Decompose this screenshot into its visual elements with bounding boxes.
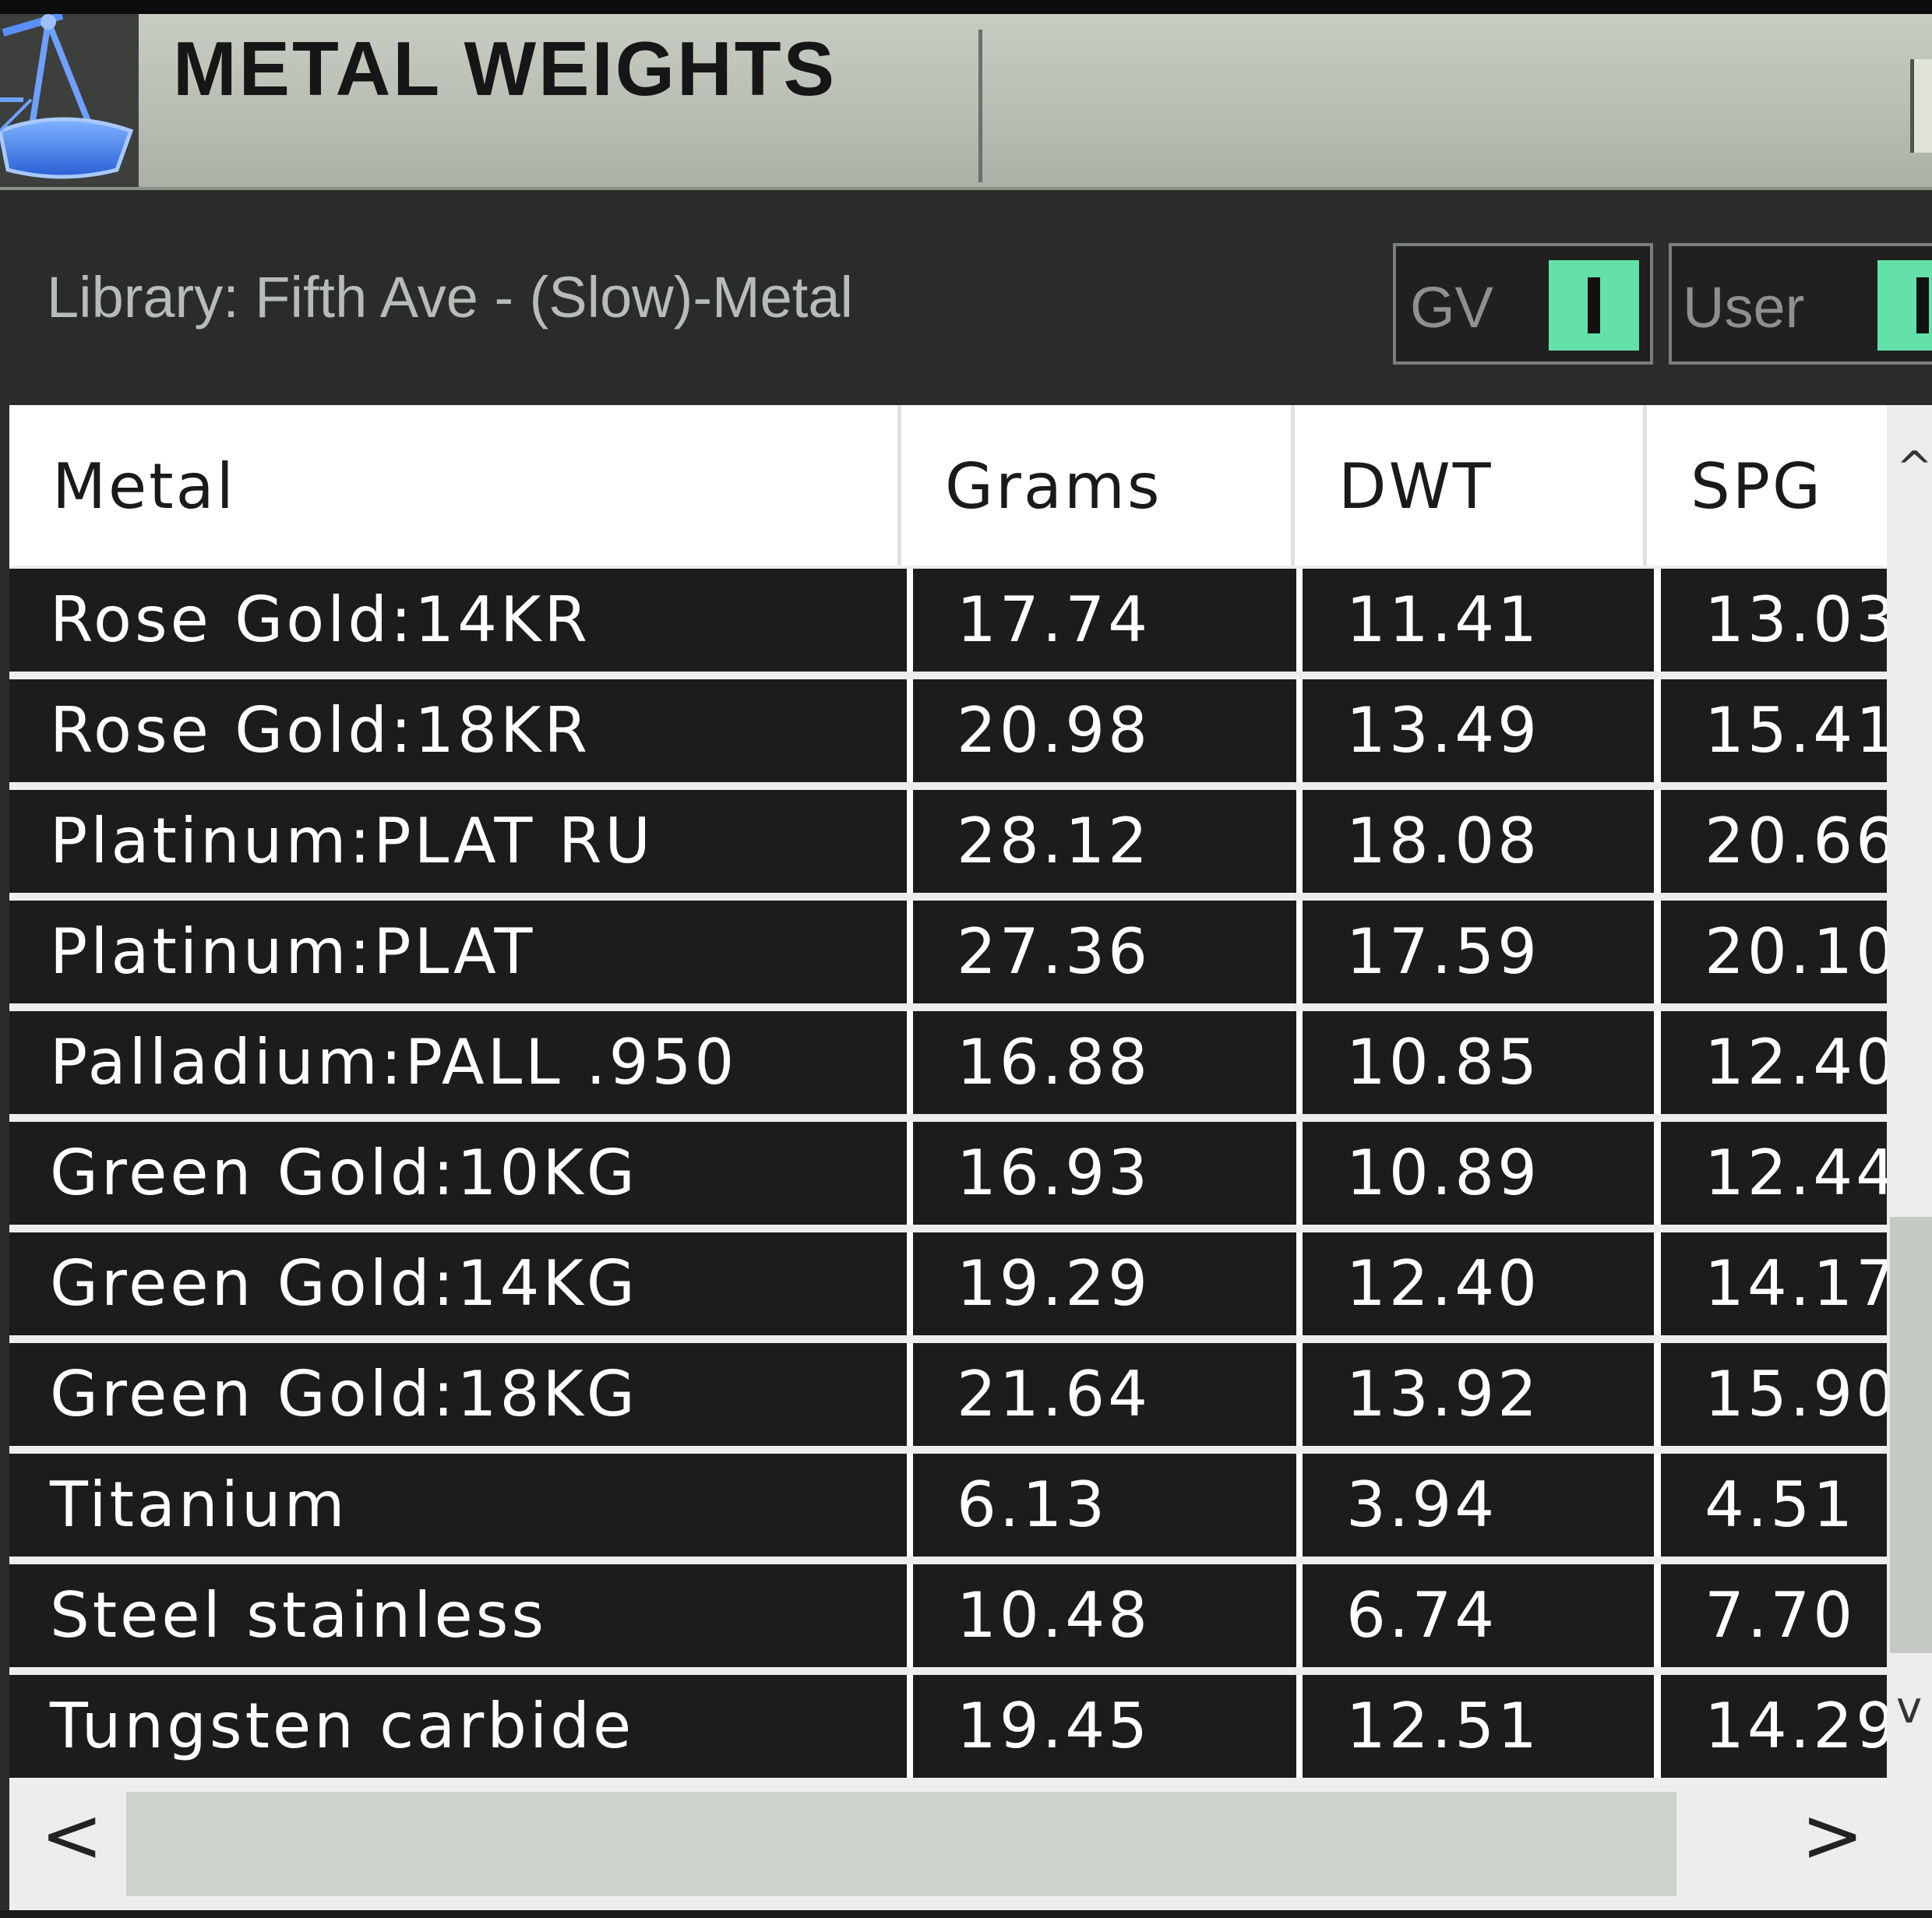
cell-grams: 16.93 — [913, 1122, 1296, 1225]
cell-grams: 16.88 — [913, 1011, 1296, 1114]
cell-spg: 12.44 — [1661, 1122, 1887, 1225]
library-bar: Library: Fifth Ave - (Slow)-Metal GV Use… — [0, 190, 1932, 397]
cell-grams: 19.45 — [913, 1675, 1296, 1778]
column-header-spg[interactable]: SPG — [1643, 405, 1887, 566]
cell-metal: Tungsten carbide — [9, 1675, 907, 1778]
horizontal-scroll-thumb[interactable] — [126, 1792, 1676, 1896]
window-control-button[interactable] — [1910, 59, 1932, 153]
table-row[interactable]: Steel stainless 10.48 6.74 7.70 — [9, 1564, 1887, 1667]
cell-grams: 21.64 — [913, 1343, 1296, 1446]
table-row[interactable]: Green Gold:18KG 21.64 13.92 15.90 — [9, 1343, 1887, 1446]
cell-grams: 28.12 — [913, 790, 1296, 893]
cell-metal: Rose Gold:14KR — [9, 569, 907, 672]
cell-spg: 14.17 — [1661, 1232, 1887, 1335]
table-row[interactable]: Titanium 6.13 3.94 4.51 — [9, 1454, 1887, 1557]
app-logo — [0, 14, 139, 187]
cell-spg: 12.40 — [1661, 1011, 1887, 1114]
vertical-scroll-thumb[interactable] — [1890, 1217, 1932, 1653]
gv-toggle-label: GV — [1410, 275, 1493, 340]
table-row[interactable]: Platinum:PLAT RU 28.12 18.08 20.66 — [9, 790, 1887, 893]
cell-dwt: 10.89 — [1303, 1122, 1654, 1225]
gv-toggle[interactable]: GV — [1393, 243, 1653, 365]
column-header-grams[interactable]: Grams — [897, 405, 1291, 566]
table-row[interactable]: Rose Gold:14KR 17.74 11.41 13.03 — [9, 569, 1887, 672]
table-row[interactable]: Green Gold:14KG 19.29 12.40 14.17 — [9, 1232, 1887, 1335]
scroll-up-arrow-icon[interactable]: ^ — [1896, 442, 1932, 493]
cell-grams: 6.13 — [913, 1454, 1296, 1557]
table-row[interactable]: Tungsten carbide 19.45 12.51 14.29 — [9, 1675, 1887, 1778]
cell-dwt: 11.41 — [1303, 569, 1654, 672]
cell-grams: 10.48 — [913, 1564, 1296, 1667]
table-row[interactable]: Platinum:PLAT 27.36 17.59 20.10 — [9, 901, 1887, 1003]
cell-metal: Rose Gold:18KR — [9, 679, 907, 782]
cell-metal: Titanium — [9, 1454, 907, 1557]
column-header-metal[interactable]: Metal — [52, 450, 236, 523]
cell-dwt: 18.08 — [1303, 790, 1654, 893]
metal-weights-table: Metal Grams DWT SPG Rose Gold:14KR 17.74 1… — [9, 405, 1887, 1778]
cell-grams: 27.36 — [913, 901, 1296, 1003]
cell-spg: 15.41 — [1661, 679, 1887, 782]
title-bar: METAL WEIGHTS — [0, 14, 1932, 190]
cell-dwt: 6.74 — [1303, 1564, 1654, 1667]
cell-metal: Steel stainless — [9, 1564, 907, 1667]
cell-metal: Palladium:PALL .950 — [9, 1011, 907, 1114]
cell-dwt: 3.94 — [1303, 1454, 1654, 1557]
cell-spg: 15.90 — [1661, 1343, 1887, 1446]
cell-grams: 17.74 — [913, 569, 1296, 672]
gv-toggle-switch[interactable] — [1549, 260, 1639, 351]
table-row[interactable]: Rose Gold:18KR 20.98 13.49 15.41 — [9, 679, 1887, 782]
cell-spg: 14.29 — [1661, 1675, 1887, 1778]
user-toggle-switch[interactable] — [1877, 260, 1932, 351]
horizontal-scrollbar[interactable]: < > — [9, 1778, 1932, 1910]
table-row[interactable]: Palladium:PALL .950 16.88 10.85 12.40 — [9, 1011, 1887, 1114]
column-header-dwt[interactable]: DWT — [1291, 405, 1643, 566]
cell-metal: Green Gold:10KG — [9, 1122, 907, 1225]
table-header: Metal Grams DWT SPG — [9, 405, 1887, 566]
vertical-scrollbar[interactable]: ^ v — [1887, 405, 1932, 1778]
cell-metal: Green Gold:18KG — [9, 1343, 907, 1446]
cell-metal: Platinum:PLAT RU — [9, 790, 907, 893]
cell-spg: 7.70 — [1661, 1564, 1887, 1667]
scroll-right-arrow-icon[interactable]: > — [1801, 1792, 1864, 1879]
cell-dwt: 12.40 — [1303, 1232, 1654, 1335]
window-top-edge — [0, 0, 1932, 14]
table-row[interactable]: Green Gold:10KG 16.93 10.89 12.44 — [9, 1122, 1887, 1225]
scroll-left-arrow-icon[interactable]: < — [41, 1792, 104, 1879]
cell-dwt: 13.92 — [1303, 1343, 1654, 1446]
cell-dwt: 12.51 — [1303, 1675, 1654, 1778]
cell-metal: Green Gold:14KG — [9, 1232, 907, 1335]
cell-metal: Platinum:PLAT — [9, 901, 907, 1003]
cell-spg: 20.66 — [1661, 790, 1887, 893]
cell-dwt: 17.59 — [1303, 901, 1654, 1003]
user-toggle-label: User — [1683, 275, 1805, 340]
scroll-down-arrow-icon[interactable]: v — [1896, 1683, 1923, 1733]
library-label: Library: Fifth Ave - (Slow)-Metal — [47, 265, 853, 330]
window-bottom-edge — [0, 1910, 1932, 1918]
cell-grams: 19.29 — [913, 1232, 1296, 1335]
cell-dwt: 13.49 — [1303, 679, 1654, 782]
cell-dwt: 10.85 — [1303, 1011, 1654, 1114]
cell-grams: 20.98 — [913, 679, 1296, 782]
window-title: METAL WEIGHTS — [173, 26, 837, 111]
user-toggle[interactable]: User — [1669, 243, 1932, 365]
cell-spg: 4.51 — [1661, 1454, 1887, 1557]
cell-spg: 13.03 — [1661, 569, 1887, 672]
cell-spg: 20.10 — [1661, 901, 1887, 1003]
title-divider — [978, 30, 982, 182]
